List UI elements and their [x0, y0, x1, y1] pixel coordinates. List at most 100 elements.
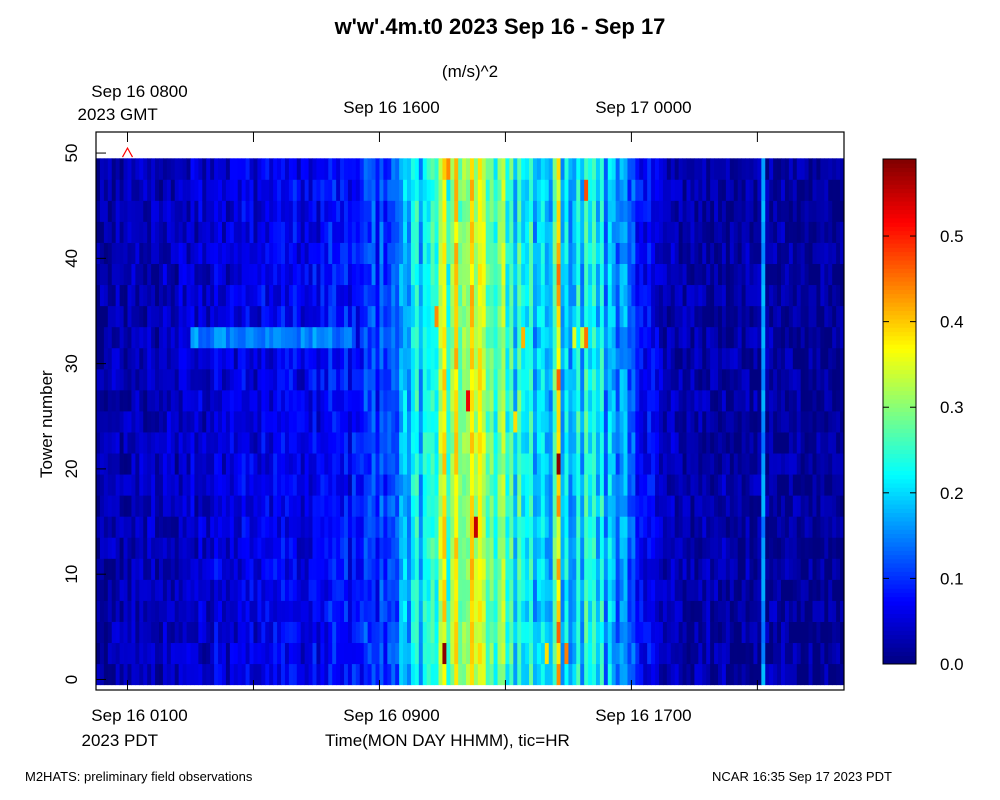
colorbar-segment	[883, 504, 916, 509]
heatmap-cell	[174, 642, 180, 665]
heatmap-cell	[658, 158, 664, 180]
heatmap-cell	[206, 284, 211, 307]
heatmap-cell	[414, 263, 420, 286]
heatmap-cell	[702, 474, 707, 496]
heatmap-cell	[225, 579, 231, 601]
heatmap-cell	[214, 663, 219, 686]
heatmap-cell	[792, 200, 798, 222]
heatmap-cell	[509, 642, 514, 665]
heatmap-cell	[328, 516, 333, 538]
heatmap-cell	[733, 158, 739, 180]
heatmap-cell	[347, 200, 353, 222]
heatmap-cell	[481, 200, 487, 222]
heatmap-cell	[178, 495, 184, 517]
heatmap-cell	[174, 453, 180, 475]
heatmap-cell	[99, 411, 105, 433]
heatmap-cell	[466, 368, 471, 391]
heatmap-cell	[422, 558, 428, 580]
heatmap-cell	[643, 158, 648, 180]
heatmap-cell	[501, 600, 506, 622]
heatmap-cell	[139, 495, 144, 517]
heatmap-cell	[556, 537, 561, 559]
heatmap-cell	[733, 621, 739, 644]
heatmap-cell	[257, 621, 262, 644]
heatmap-cell	[340, 200, 345, 222]
heatmap-cell	[158, 537, 164, 559]
heatmap-cell	[737, 158, 743, 180]
heatmap-cell	[812, 158, 817, 180]
y-axis-label: Tower number	[37, 370, 56, 478]
heatmap-cell	[607, 263, 613, 286]
heatmap-cell	[686, 516, 691, 538]
heatmap-cell	[485, 432, 491, 454]
heatmap-cell	[123, 474, 128, 496]
heatmap-cell	[131, 158, 136, 180]
heatmap-cell	[296, 558, 302, 580]
heatmap-cell	[466, 663, 471, 686]
heatmap-cell	[273, 389, 278, 412]
heatmap-cell	[548, 453, 554, 475]
heatmap-cell	[584, 621, 589, 644]
heatmap-cell	[336, 389, 341, 412]
heatmap-cell	[599, 389, 605, 412]
heatmap-cell	[269, 389, 274, 412]
heatmap-cell	[721, 516, 727, 538]
heatmap-cell	[737, 432, 743, 454]
heatmap-cell	[627, 221, 632, 243]
heatmap-cell	[194, 621, 199, 644]
heatmap-cell	[824, 642, 829, 665]
heatmap-cell	[532, 474, 538, 496]
heatmap-cell	[225, 368, 231, 391]
heatmap-cell	[588, 368, 593, 391]
heatmap-cell	[115, 284, 121, 307]
heatmap-cell	[820, 389, 825, 412]
heatmap-cell	[761, 158, 766, 180]
heatmap-cell	[824, 263, 829, 286]
heatmap-cell	[477, 347, 483, 370]
heatmap-cell	[556, 516, 561, 538]
heatmap-cell	[414, 516, 420, 538]
heatmap-cell	[178, 326, 184, 349]
heatmap-cell	[139, 600, 144, 622]
heatmap-cell	[694, 221, 699, 243]
heatmap-cell	[749, 579, 754, 601]
heatmap-cell	[655, 368, 660, 391]
heatmap-cell	[820, 642, 825, 665]
heatmap-cell	[670, 495, 676, 517]
heatmap-cell	[552, 411, 558, 433]
heatmap-cell	[245, 389, 250, 412]
heatmap-cell	[218, 558, 223, 580]
heatmap-cell	[316, 663, 321, 686]
heatmap-cell	[273, 179, 278, 201]
heatmap-cell	[725, 368, 731, 391]
heatmap-cell	[332, 516, 337, 538]
heatmap-cell	[473, 347, 479, 370]
heatmap-cell	[383, 200, 388, 222]
heatmap-cell	[418, 495, 424, 517]
heatmap-cell	[489, 621, 495, 644]
heatmap-cell	[745, 158, 750, 180]
heatmap-cell	[359, 305, 365, 328]
heatmap-cell	[592, 305, 597, 328]
heatmap-cell	[407, 453, 412, 475]
heatmap-cell	[277, 453, 282, 475]
heatmap-cell	[509, 432, 514, 454]
heatmap-cell	[725, 621, 731, 644]
heatmap-cell	[170, 579, 176, 601]
heatmap-cell	[694, 579, 699, 601]
heatmap-cell	[379, 642, 384, 665]
heatmap-cell	[702, 263, 707, 286]
heatmap-cell	[788, 663, 794, 686]
heatmap-cell	[123, 600, 128, 622]
heatmap-cell	[808, 495, 813, 517]
heatmap-cell	[328, 158, 333, 180]
heatmap-cell	[682, 642, 687, 665]
heatmap-cell	[824, 179, 829, 201]
heatmap-cell	[639, 579, 644, 601]
heatmap-cell	[466, 284, 471, 307]
heatmap-cell	[261, 326, 266, 349]
heatmap-cell	[611, 642, 617, 665]
heatmap-cell	[269, 558, 274, 580]
heatmap-cell	[718, 558, 723, 580]
heatmap-cell	[796, 579, 802, 601]
